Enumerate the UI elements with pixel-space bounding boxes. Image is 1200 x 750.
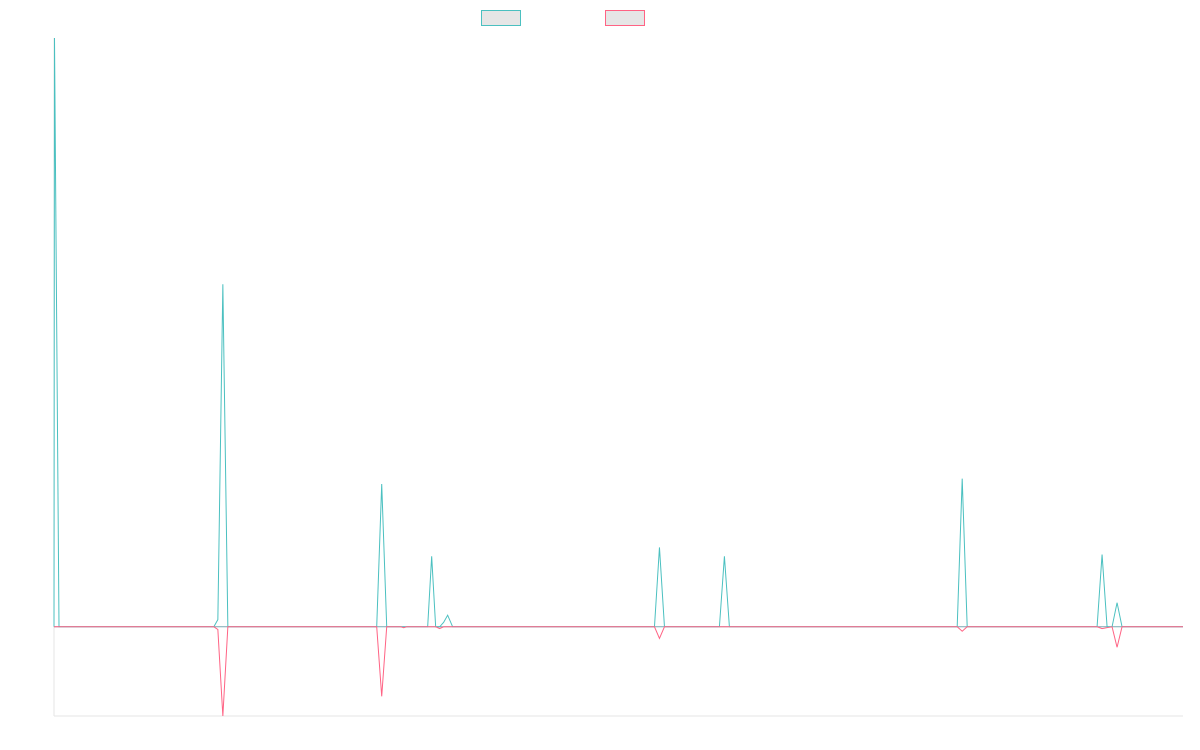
legend [481, 10, 645, 26]
legend-swatch-2[interactable] [605, 10, 645, 26]
axes [53, 38, 1183, 717]
series-line-1 [53, 37, 1183, 628]
series-layer [53, 37, 1183, 717]
series-line-2 [54, 626, 1183, 717]
legend-swatch-1[interactable] [481, 10, 521, 26]
